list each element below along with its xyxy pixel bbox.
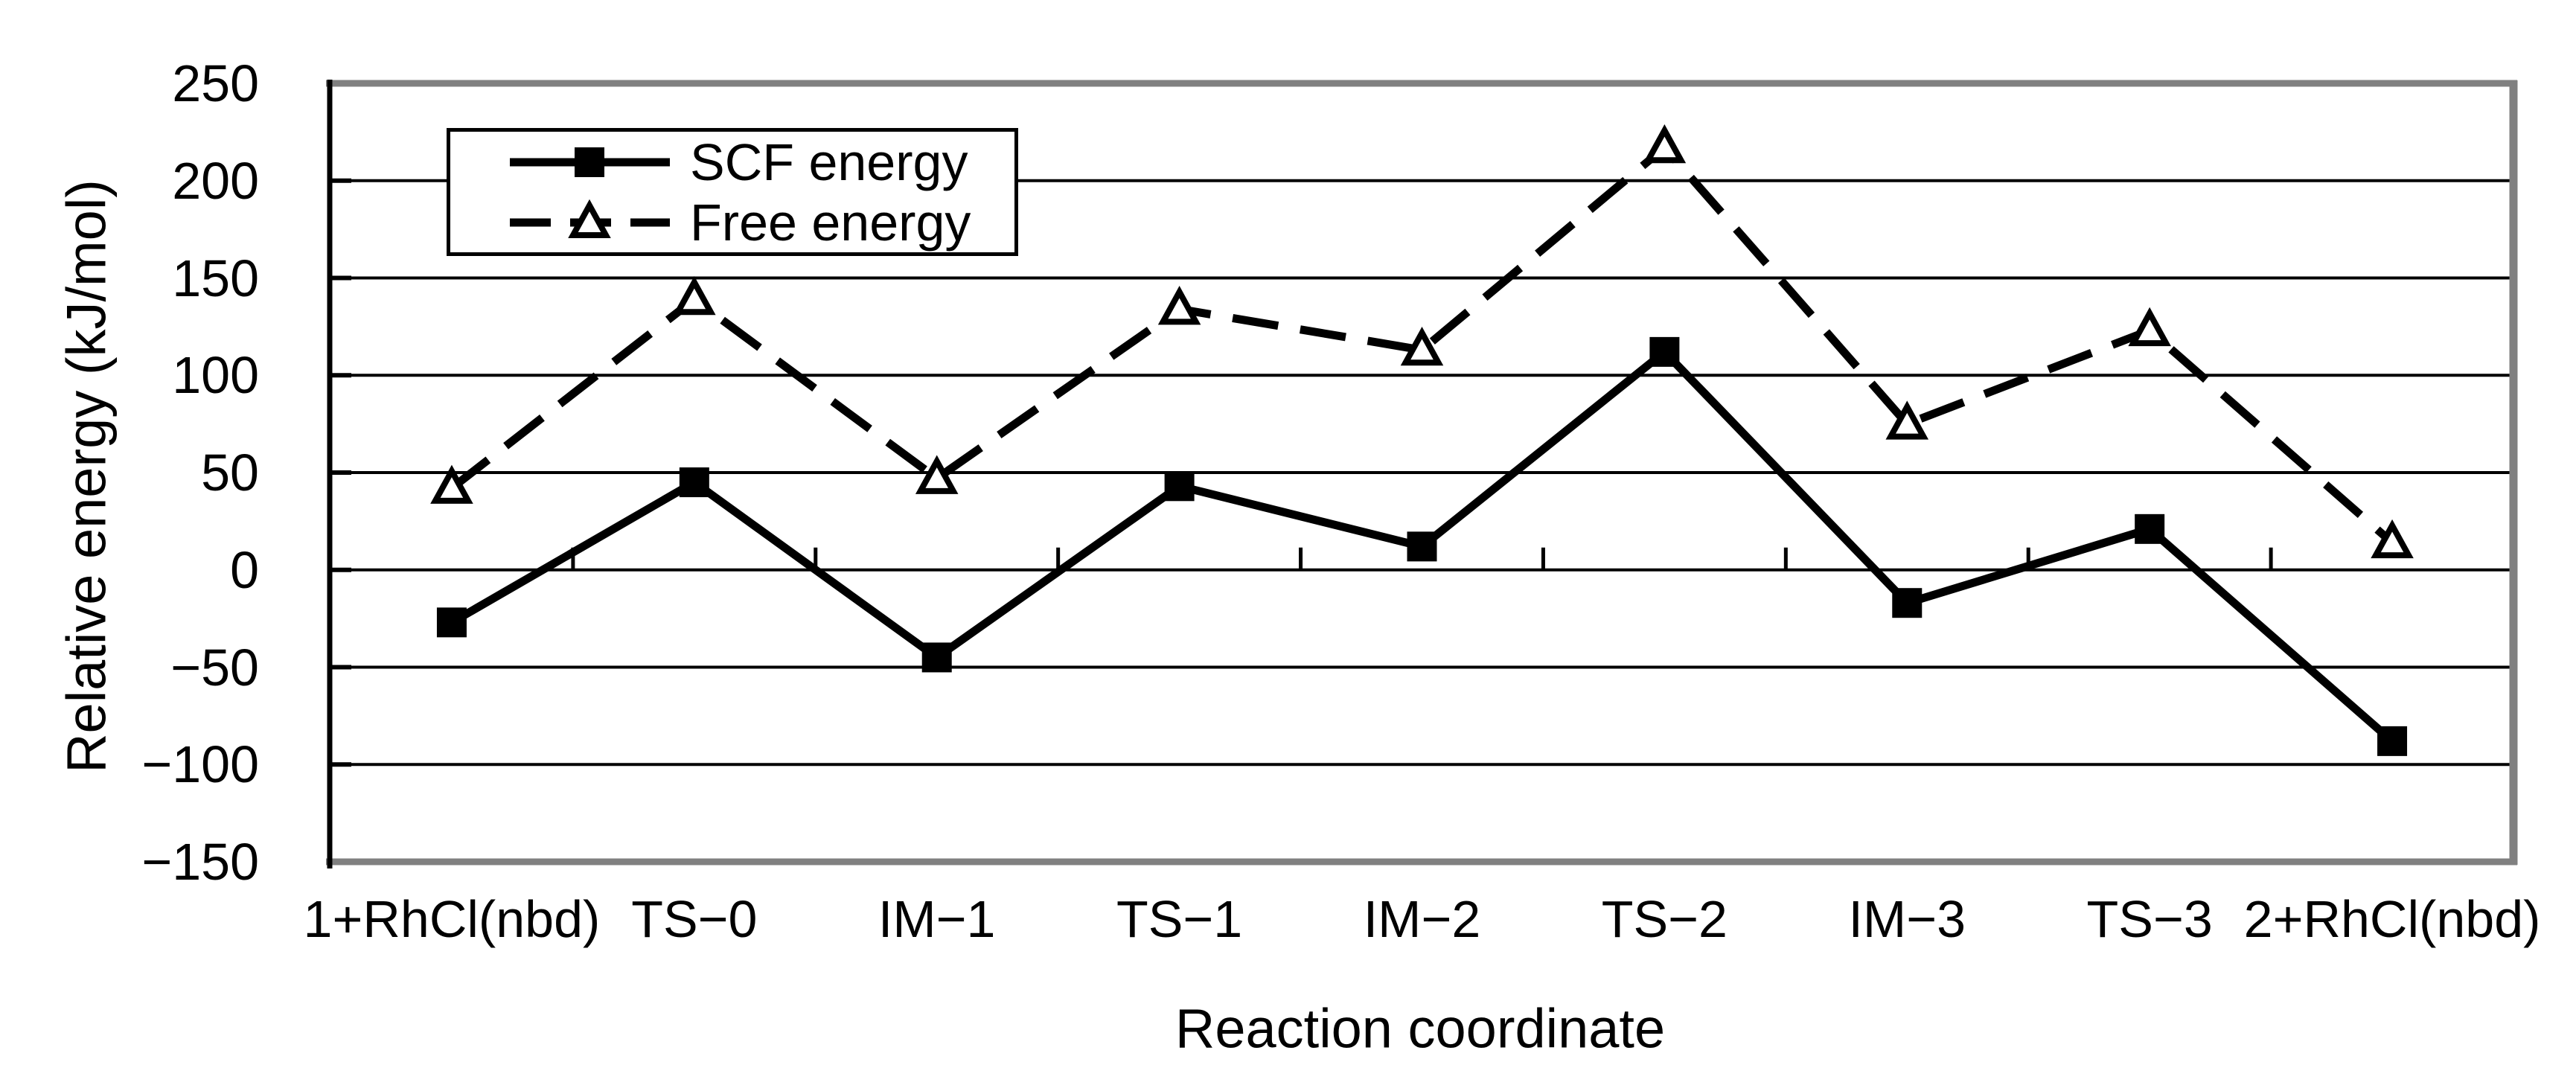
free-energy-point-marker (2128, 307, 2171, 347)
legend-label-free-energy: Free energy (690, 193, 971, 252)
free-energy-point-marker (673, 275, 716, 316)
scf-energy-point-marker (436, 607, 467, 638)
y-axis-title: Relative energy (kJ/mol) (55, 179, 118, 773)
free-energy-point-marker (2371, 519, 2414, 559)
open-triangle-marker-icon (568, 199, 611, 238)
x-axis-category-label: 1+RhCl(nbd) (303, 890, 601, 948)
free-energy-point-marker (430, 464, 473, 504)
scf-energy-point-marker (2135, 513, 2165, 544)
free-energy-point-marker (1400, 326, 1444, 366)
scf-energy-point-marker (1407, 531, 1437, 562)
scf-energy-point-marker (679, 467, 709, 498)
x-axis-title: Reaction coordinate (1174, 997, 1666, 1060)
x-axis-category-label: IM−2 (1363, 890, 1481, 948)
legend-item-scf-energy: SCF energy (450, 132, 1014, 192)
filled-square-marker-icon (575, 147, 604, 177)
scf-energy-point-marker (1649, 336, 1680, 367)
scf-energy-line-sample (510, 147, 670, 177)
y-axis-tick-label: 0 (230, 540, 259, 599)
x-axis-category-label: TS−1 (1116, 890, 1243, 948)
scf-energy-point-marker (2377, 726, 2408, 756)
free-energy-point-marker (1885, 400, 1929, 440)
y-axis-tick-label: 50 (201, 444, 259, 502)
free-energy-line-sample (510, 199, 670, 238)
x-axis-category-label: IM−1 (878, 890, 996, 948)
y-axis-tick-label: 250 (172, 54, 259, 112)
free-energy-point-marker (1157, 286, 1201, 325)
free-energy-line (449, 141, 2395, 546)
y-axis-tick-label: 150 (172, 249, 259, 307)
y-axis-tick-label: −150 (141, 833, 259, 891)
legend: SCF energy Free energy (447, 128, 1018, 256)
scf-energy-point-marker (1892, 588, 1923, 618)
y-axis-tick-label: 100 (172, 346, 259, 405)
x-axis-category-label: 2+RhCl(nbd) (2243, 890, 2541, 948)
scf-energy-point-marker (1164, 471, 1195, 502)
legend-item-free-energy: Free energy (450, 192, 1014, 252)
free-energy-point-marker (1643, 124, 1687, 164)
scf-energy-point-marker (921, 642, 952, 673)
x-axis-category-label: TS−2 (1601, 890, 1728, 948)
free-energy-point-marker (915, 455, 959, 494)
x-axis-category-label: TS−3 (2086, 890, 2213, 948)
legend-label-scf-energy: SCF energy (690, 132, 968, 191)
y-axis-tick-label: −100 (141, 735, 259, 794)
x-axis-category-label: IM−3 (1848, 890, 1966, 948)
y-axis-tick-label: 200 (172, 151, 259, 210)
y-axis-tick-label: −50 (170, 638, 259, 697)
x-axis-category-label: TS−0 (631, 890, 758, 948)
